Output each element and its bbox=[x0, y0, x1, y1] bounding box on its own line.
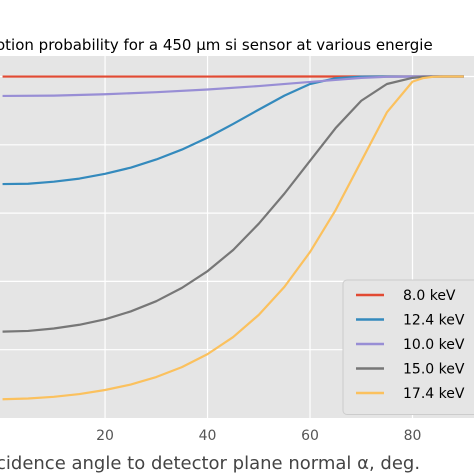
series-line bbox=[2, 75, 464, 401]
legend-label: 12.4 keV bbox=[403, 313, 465, 329]
x-tick-label: 40 bbox=[199, 428, 217, 444]
x-axis-label: cidence angle to detector plane normal α… bbox=[0, 453, 420, 474]
x-tick-label: 60 bbox=[301, 428, 319, 444]
x-tick-labels: 20 40 60 80 bbox=[96, 428, 421, 444]
x-tick-label: 20 bbox=[96, 428, 114, 444]
legend-box bbox=[342, 279, 474, 415]
legend-label: 8.0 keV bbox=[403, 288, 456, 304]
series-line bbox=[2, 75, 464, 98]
series-line bbox=[2, 75, 464, 333]
chart-title: otion probability for a 450 µm si sensor… bbox=[0, 36, 433, 54]
legend-label: 17.4 keV bbox=[403, 386, 465, 402]
legend-label: 15.0 keV bbox=[403, 362, 465, 378]
series-lines bbox=[2, 75, 464, 401]
x-tick-label: 80 bbox=[404, 428, 422, 444]
legend: 8.0 keV 12.4 keV 10.0 keV 15.0 keV 17.4 keV bbox=[342, 279, 474, 415]
legend-label: 10.0 keV bbox=[403, 337, 465, 353]
